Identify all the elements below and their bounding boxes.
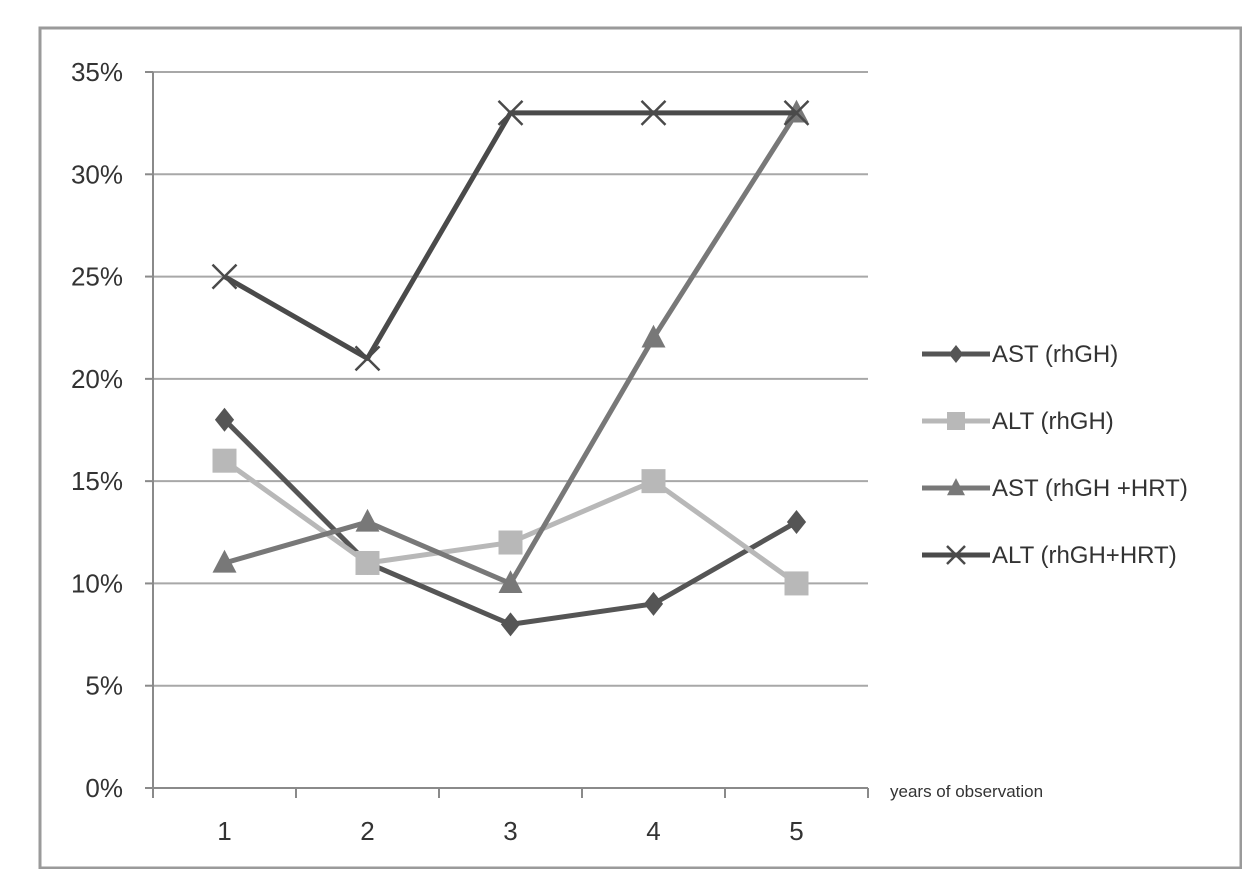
data-point [212,448,237,473]
data-point [641,324,666,348]
data-point [947,478,965,496]
x-tick-label: 2 [360,816,374,846]
data-point [784,571,809,596]
y-tick-label: 30% [71,159,123,189]
data-point [355,550,380,575]
data-point [947,412,965,430]
axes: 0% 5% 10% 15% 20% 25% 30% 35% 1 2 3 4 5 [71,57,869,846]
legend-item: AST (rhGH) [922,341,1118,368]
series-lines [211,99,810,637]
x-axis-title: years of observation [890,782,1043,801]
data-point [211,263,238,290]
data-point [214,407,235,432]
data-point [783,100,810,126]
y-tick-label: 0% [85,773,123,803]
legend-label: ALT (rhGH) [992,408,1114,435]
y-tick-label: 25% [71,262,123,292]
y-tick-label: 10% [71,568,123,598]
data-point [355,508,380,532]
data-point [948,345,964,363]
data-point [641,469,666,494]
data-point [640,100,667,126]
data-point [643,591,664,616]
data-point [212,549,237,573]
legend-label: AST (rhGH) [992,341,1118,368]
data-point [498,530,523,555]
data-point [498,570,523,594]
y-tick-label: 35% [71,57,123,87]
y-tick-label: 20% [71,364,123,394]
data-point [946,545,966,565]
series-2 [212,448,809,596]
y-tick-label: 15% [71,466,123,496]
y-tick-label: 5% [85,671,123,701]
legend-item: ALT (rhGH+HRT) [922,542,1177,569]
legend-label: AST (rhGH +HRT) [992,475,1188,502]
legend: AST (rhGH) ALT (rhGH) AST (rhGH +HRT) ALT (… [922,341,1188,569]
x-tick-label: 5 [789,816,803,846]
legend-item: AST (rhGH +HRT) [922,475,1188,502]
x-tick-label: 1 [217,816,231,846]
chart-frame [38,26,1242,870]
x-tick-label: 3 [503,816,517,846]
gridlines [153,71,868,687]
series-3 [212,99,809,594]
data-point [354,345,381,372]
legend-item: ALT (rhGH) [922,408,1114,435]
data-point [500,612,521,637]
series-4 [211,100,810,372]
x-tick-label: 4 [646,816,660,846]
legend-label: ALT (rhGH+HRT) [992,542,1177,569]
data-point [497,100,524,126]
data-point [786,510,807,535]
